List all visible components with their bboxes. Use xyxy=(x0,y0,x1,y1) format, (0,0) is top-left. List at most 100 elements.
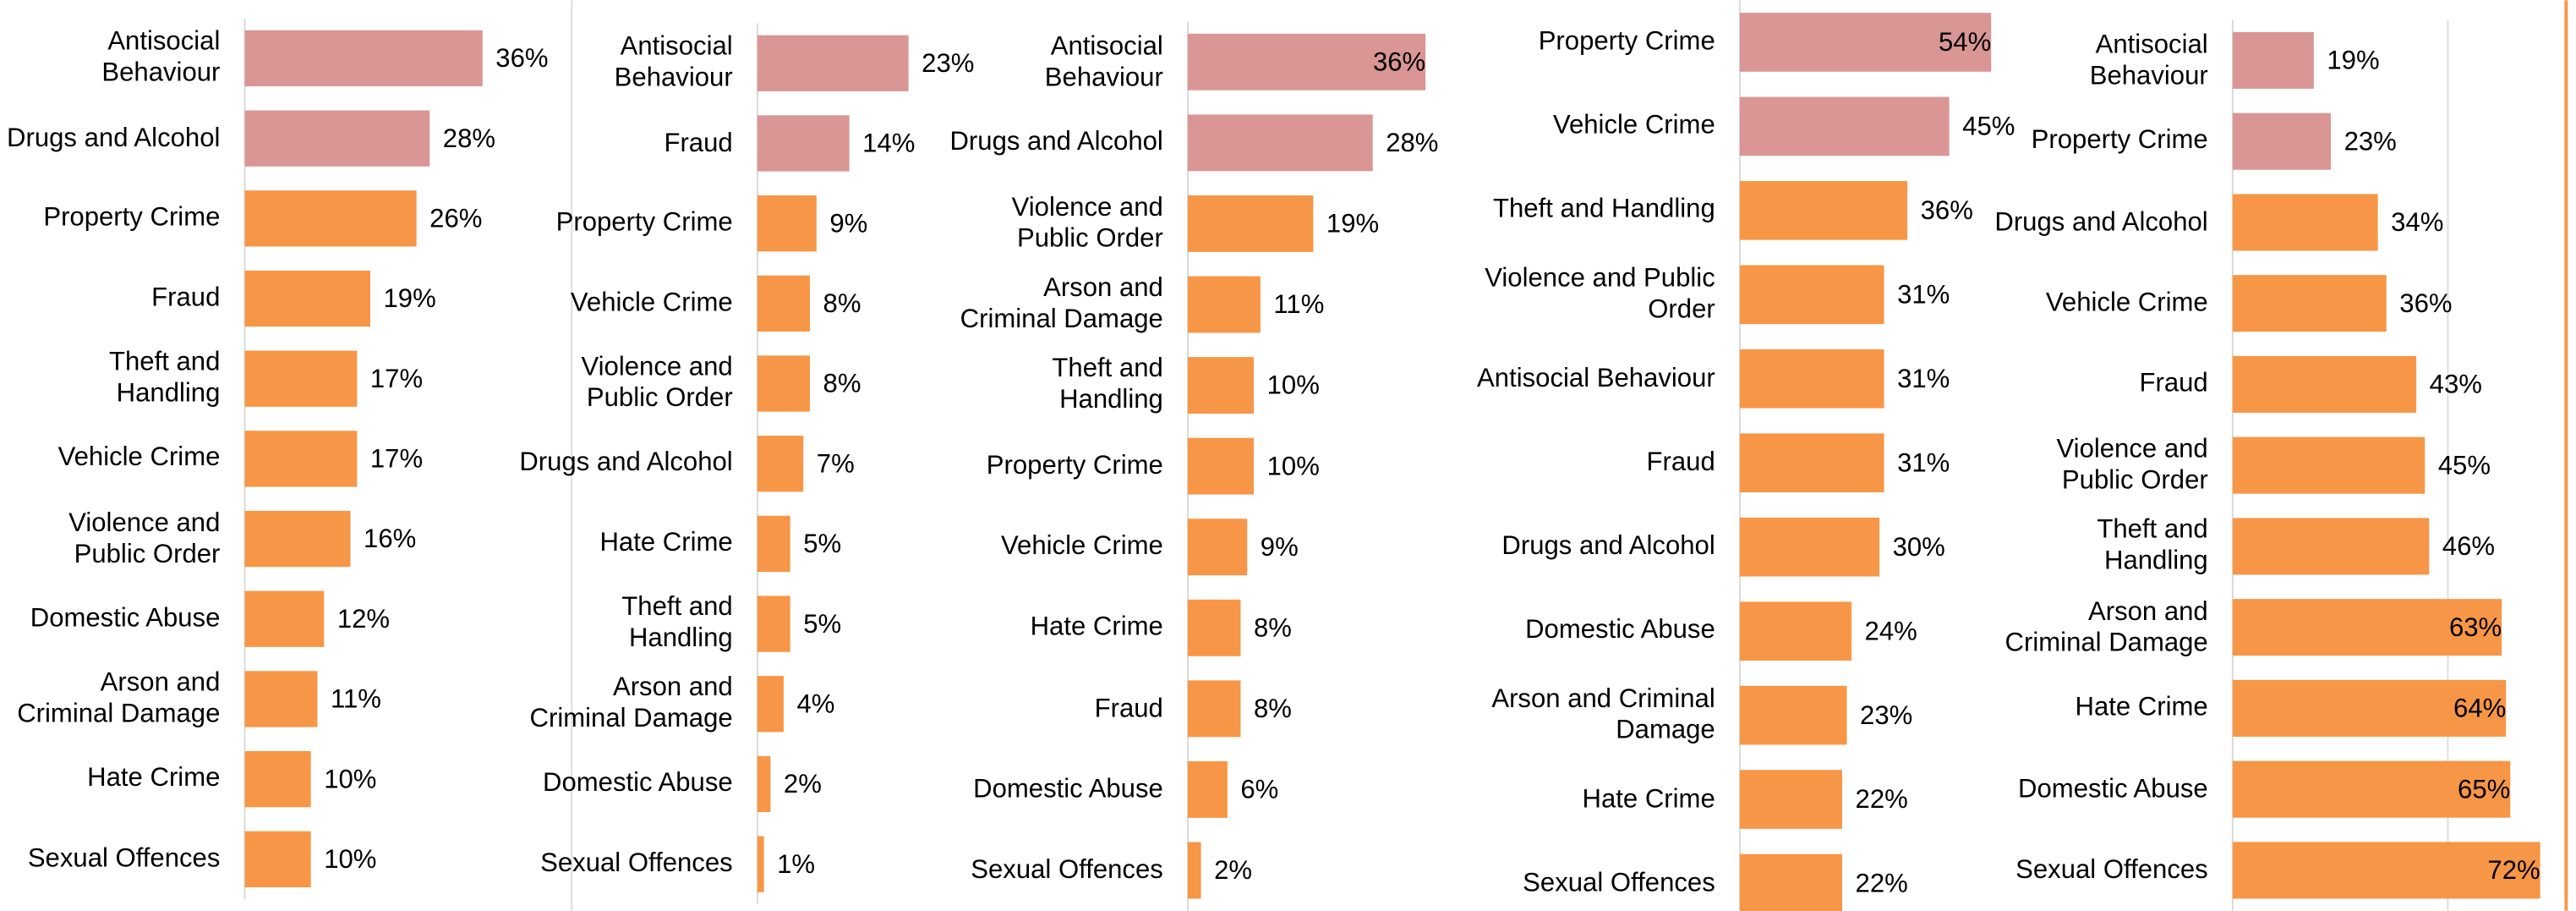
value-label: 31% xyxy=(1897,364,1950,393)
category-label-box: Drugs and Alcohol xyxy=(949,129,1163,157)
category-label-box: Fraud xyxy=(1647,449,1715,477)
category-label: Sexual Offences xyxy=(540,850,733,879)
category-label: Sexual Offences xyxy=(971,856,1163,885)
category-label-box: Theft and Handling xyxy=(2097,516,2208,576)
bar xyxy=(1187,760,1228,818)
value-label: 54% xyxy=(1939,27,1991,57)
bar xyxy=(1187,680,1241,738)
category-label-box: Theft and Handling xyxy=(1493,196,1715,224)
bar xyxy=(2232,842,2540,899)
category-label-box: Hate Crime xyxy=(87,766,220,793)
value-label: 10% xyxy=(324,764,376,793)
category-label-box: Violence and Public Order xyxy=(581,354,733,414)
category-label-box: Arson and Criminal Damage xyxy=(1491,685,1715,745)
value-label: 4% xyxy=(796,689,834,718)
category-label-box: Antisocial Behaviour xyxy=(101,29,220,88)
value-label: 36% xyxy=(1373,47,1425,76)
category-label: Arson and Criminal Damage xyxy=(2004,597,2208,657)
category-label: Fraud xyxy=(664,129,733,157)
bar xyxy=(1739,265,1884,325)
category-label-box: Theft and Handling xyxy=(109,349,220,409)
category-label-box: Drugs and Alcohol xyxy=(7,124,221,153)
value-label: 36% xyxy=(2399,288,2452,318)
value-label: 72% xyxy=(2487,855,2540,885)
bar xyxy=(244,110,430,167)
bar xyxy=(1739,770,1843,829)
category-label: Hate Crime xyxy=(1030,613,1163,642)
value-label: 28% xyxy=(443,123,495,153)
bar xyxy=(1739,601,1852,661)
value-label: 31% xyxy=(1897,279,1950,309)
bar xyxy=(244,671,318,727)
value-label: 23% xyxy=(2344,126,2397,156)
category-label-box: Arson and Criminal Damage xyxy=(530,674,733,733)
category-label: Drugs and Alcohol xyxy=(1501,533,1715,562)
category-label: Violence and Public Order xyxy=(581,354,733,414)
value-label: 8% xyxy=(823,288,861,318)
category-label: Drugs and Alcohol xyxy=(519,449,733,478)
value-label: 19% xyxy=(1326,209,1379,239)
value-label: 34% xyxy=(2391,207,2443,237)
bar xyxy=(1739,517,1880,577)
category-label-box: Domestic Abuse xyxy=(1525,617,1715,645)
category-label: Fraud xyxy=(1094,694,1163,723)
category-label: Sexual Offences xyxy=(27,845,221,874)
value-label: 10% xyxy=(324,844,376,874)
category-label: Fraud xyxy=(2139,370,2208,398)
value-label: 5% xyxy=(803,609,841,639)
category-label-box: Antisocial Behaviour xyxy=(1477,365,1715,392)
category-label-box: Drugs and Alcohol xyxy=(1501,533,1715,562)
value-label: 30% xyxy=(1893,532,1945,562)
category-label-box: Property Crime xyxy=(987,453,1163,480)
bar xyxy=(1187,599,1241,656)
category-label: Antisocial Behaviour xyxy=(2089,30,2208,91)
category-label: Drugs and Alcohol xyxy=(7,124,221,153)
category-label-box: Property Crime xyxy=(43,204,221,233)
category-label: Theft and Handling xyxy=(2097,516,2208,576)
category-label-box: Drugs and Alcohol xyxy=(1994,208,2207,236)
value-label: 19% xyxy=(384,283,436,313)
category-label-box: Arson and Criminal Damage xyxy=(2004,597,2208,657)
value-label: 28% xyxy=(1386,128,1438,157)
category-label-box: Violence and Public Order xyxy=(2056,436,2207,495)
category-label-box: Sexual Offences xyxy=(540,850,733,879)
category-label: Arson and Criminal Damage xyxy=(1491,685,1715,745)
category-label: Domestic Abuse xyxy=(1525,617,1715,645)
category-label: Violence and Public Order xyxy=(68,509,221,569)
bar xyxy=(1187,357,1255,414)
category-label-box: Arson and Criminal Damage xyxy=(960,275,1163,334)
value-label: 11% xyxy=(331,684,381,714)
bar xyxy=(1739,181,1908,240)
bar xyxy=(244,431,358,487)
value-label: 22% xyxy=(1856,784,1908,814)
bar xyxy=(1187,195,1314,252)
bar xyxy=(244,751,311,808)
value-label: 23% xyxy=(1860,700,1912,730)
category-label-box: Property Crime xyxy=(1539,28,1715,56)
bar xyxy=(1739,685,1847,745)
category-label: Drugs and Alcohol xyxy=(949,129,1163,157)
category-label-box: Hate Crime xyxy=(1030,613,1163,642)
category-label: Property Crime xyxy=(43,204,221,233)
bar xyxy=(757,436,804,492)
category-label-box: Vehicle Crime xyxy=(2046,289,2208,317)
category-label: Theft and Handling xyxy=(1052,355,1163,415)
value-label: 31% xyxy=(1897,447,1950,477)
bar xyxy=(757,836,764,892)
category-label: Hate Crime xyxy=(2075,694,2208,722)
bar xyxy=(244,350,358,407)
bar xyxy=(1187,114,1373,172)
bar xyxy=(1739,433,1884,493)
value-label: 14% xyxy=(862,129,915,158)
category-label: Sexual Offences xyxy=(1523,869,1715,898)
value-label: 12% xyxy=(337,604,390,634)
category-label-box: Fraud xyxy=(2139,370,2208,398)
category-label-box: Vehicle Crime xyxy=(58,445,221,473)
category-label-box: Vehicle Crime xyxy=(571,289,733,317)
category-label-box: Domestic Abuse xyxy=(543,770,733,798)
value-label: 17% xyxy=(370,364,423,393)
category-label-box: Property Crime xyxy=(556,210,733,238)
category-label-box: Theft and Handling xyxy=(621,595,732,654)
category-label: Vehicle Crime xyxy=(1552,112,1715,140)
